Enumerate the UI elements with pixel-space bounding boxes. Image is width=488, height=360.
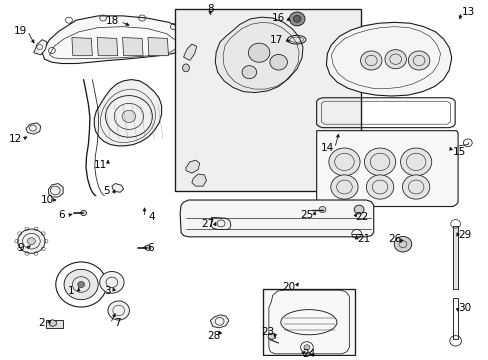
Text: 2: 2 — [38, 319, 44, 328]
Polygon shape — [94, 80, 161, 146]
Polygon shape — [97, 37, 118, 56]
Text: 4: 4 — [148, 212, 155, 222]
Circle shape — [393, 237, 411, 252]
Polygon shape — [42, 16, 188, 63]
Circle shape — [18, 229, 45, 253]
Polygon shape — [180, 200, 373, 237]
Text: 8: 8 — [206, 4, 213, 14]
Circle shape — [64, 269, 98, 300]
Text: 12: 12 — [9, 134, 22, 144]
Text: 13: 13 — [461, 6, 474, 17]
Polygon shape — [215, 17, 303, 93]
Circle shape — [304, 345, 309, 350]
Polygon shape — [316, 131, 457, 207]
Circle shape — [269, 54, 287, 70]
Text: 7: 7 — [114, 319, 121, 328]
Text: 3: 3 — [103, 286, 110, 296]
Circle shape — [108, 301, 129, 320]
Text: 18: 18 — [106, 17, 119, 27]
Text: 27: 27 — [201, 219, 214, 229]
Text: 29: 29 — [457, 230, 470, 240]
Ellipse shape — [182, 64, 189, 72]
Text: 6: 6 — [58, 210, 65, 220]
Polygon shape — [267, 333, 275, 339]
Text: 20: 20 — [281, 282, 294, 292]
Circle shape — [27, 238, 35, 245]
Circle shape — [366, 175, 393, 199]
Text: 17: 17 — [269, 35, 282, 45]
Text: 23: 23 — [261, 327, 274, 337]
Polygon shape — [183, 44, 196, 60]
Text: 9: 9 — [17, 243, 23, 253]
Circle shape — [360, 51, 381, 70]
Bar — [452, 226, 457, 289]
Circle shape — [319, 207, 325, 212]
Polygon shape — [191, 174, 206, 186]
Bar — [263, 289, 354, 355]
Text: 26: 26 — [387, 234, 401, 244]
Text: 11: 11 — [94, 160, 107, 170]
Text: 30: 30 — [457, 303, 470, 313]
Text: 19: 19 — [14, 26, 27, 36]
Bar — [45, 320, 62, 328]
Circle shape — [122, 110, 136, 122]
Polygon shape — [326, 22, 451, 96]
Circle shape — [248, 43, 269, 62]
Polygon shape — [112, 184, 123, 192]
Circle shape — [384, 50, 406, 69]
Text: 21: 21 — [357, 234, 370, 244]
Circle shape — [145, 245, 151, 250]
Circle shape — [242, 66, 256, 79]
Circle shape — [289, 12, 305, 26]
Polygon shape — [148, 37, 168, 56]
Text: 10: 10 — [41, 195, 54, 205]
Circle shape — [78, 282, 84, 288]
Circle shape — [100, 271, 124, 293]
Polygon shape — [211, 217, 230, 229]
Text: 1: 1 — [68, 286, 75, 296]
Circle shape — [293, 15, 301, 22]
Bar — [452, 297, 457, 339]
Text: 22: 22 — [354, 212, 367, 222]
Circle shape — [364, 148, 395, 176]
Polygon shape — [49, 320, 56, 327]
Polygon shape — [72, 37, 92, 56]
Text: 24: 24 — [302, 349, 315, 359]
Circle shape — [407, 51, 429, 70]
Text: 14: 14 — [320, 143, 333, 153]
Polygon shape — [48, 184, 63, 197]
Circle shape — [353, 205, 363, 214]
Text: 6: 6 — [147, 243, 154, 253]
Text: 5: 5 — [103, 186, 110, 196]
Circle shape — [330, 175, 357, 199]
Circle shape — [328, 148, 359, 176]
Text: 25: 25 — [300, 210, 313, 220]
Text: 15: 15 — [451, 147, 465, 157]
Polygon shape — [210, 315, 228, 328]
Polygon shape — [34, 40, 47, 55]
Text: 28: 28 — [207, 332, 221, 342]
Circle shape — [400, 148, 431, 176]
Circle shape — [81, 210, 86, 216]
Bar — [175, 9, 360, 192]
Polygon shape — [122, 37, 143, 56]
Polygon shape — [26, 123, 41, 134]
Polygon shape — [185, 160, 199, 173]
Text: 16: 16 — [271, 13, 285, 23]
Circle shape — [402, 175, 429, 199]
